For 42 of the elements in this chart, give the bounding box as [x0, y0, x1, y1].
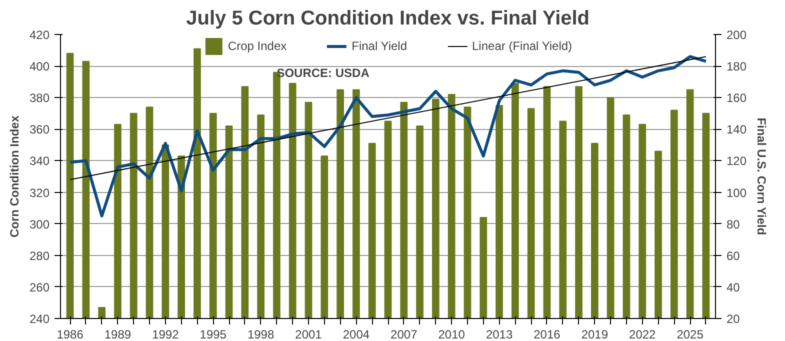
x-tick-label: 2001: [295, 328, 322, 341]
y2-tick-label: 60: [726, 248, 740, 263]
y2-tick-label: 180: [726, 60, 747, 74]
y-tick-label: 300: [29, 217, 50, 232]
y-tick-label: 240: [29, 312, 50, 326]
x-tick-label: 1989: [104, 328, 132, 341]
y2-tick-label: 80: [726, 217, 740, 232]
legend-label: Crop Index: [228, 39, 287, 53]
y2-tick-label: 160: [726, 91, 747, 106]
y-tick-label: 360: [29, 122, 50, 137]
x-tick-label: 2025: [676, 328, 704, 341]
x-tick-label: 2022: [629, 328, 656, 341]
chart-title: July 5 Corn Condition Index vs. Final Yield: [186, 8, 590, 30]
x-tick-label: 2007: [390, 328, 418, 341]
legend-label: Final Yield: [352, 39, 408, 53]
x-tick-label: 1998: [247, 328, 274, 341]
x-tick-label: 1992: [152, 328, 180, 341]
line-series: [68, 55, 708, 218]
y-tick-label: 320: [29, 186, 50, 200]
x-tick-label: 1986: [56, 328, 84, 341]
y2-tick-label: 140: [726, 122, 747, 137]
y2-tick-label: 120: [726, 154, 747, 168]
y-axis-title: Corn Condition Index: [7, 115, 22, 238]
y-tick-label: 420: [29, 28, 50, 42]
x-tick-label: 1995: [200, 328, 227, 341]
y-tick-label: 340: [29, 154, 50, 168]
y-tick-label: 380: [29, 91, 50, 106]
annotation: SOURCE: USDA: [276, 66, 370, 80]
y-tick-label: 400: [29, 60, 50, 74]
y2-tick-label: 20: [726, 312, 740, 326]
x-tick-label: 2013: [486, 328, 513, 341]
y2-tick-label: 40: [726, 280, 740, 294]
y-tick-label: 260: [29, 280, 50, 294]
x-tick-label: 2016: [534, 328, 561, 341]
x-tick-label: 2010: [438, 328, 466, 341]
y2-axis-title: Final U.S. Corn Yield: [754, 118, 769, 236]
legend-label: Linear (Final Yield): [472, 39, 572, 53]
x-tick-label: 2019: [581, 328, 608, 341]
x-tick-label: 2004: [342, 328, 370, 341]
y2-tick-label: 200: [726, 28, 747, 42]
y-tick-label: 280: [29, 248, 50, 263]
y2-tick-label: 100: [726, 186, 747, 200]
